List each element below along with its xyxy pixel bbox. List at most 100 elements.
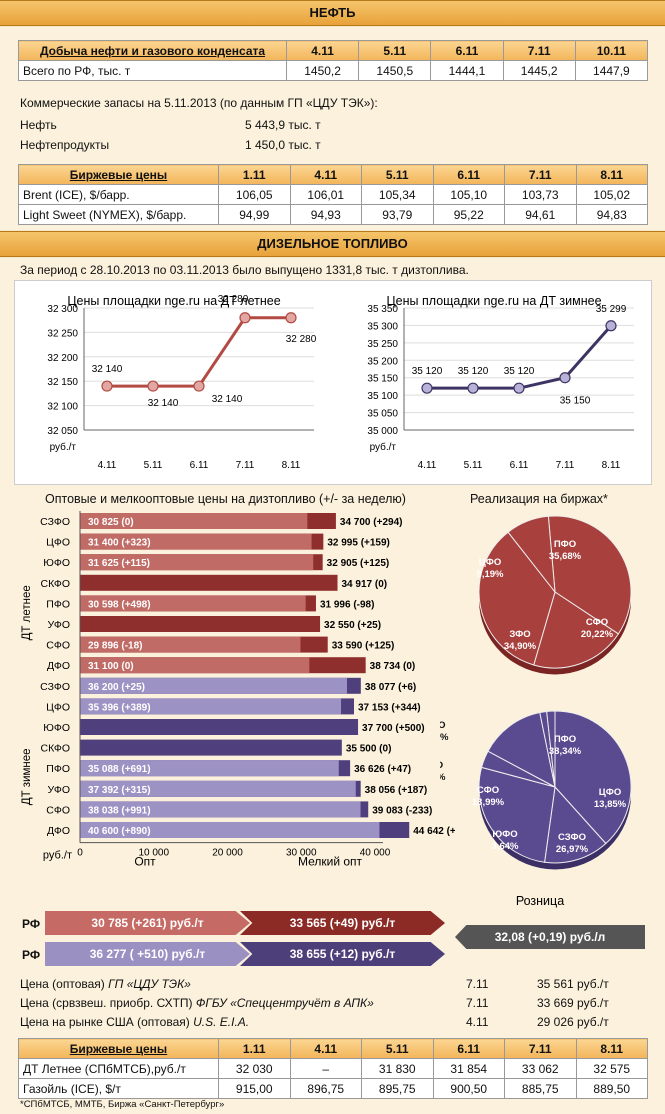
pie-slice-value: 20,22% [581, 629, 614, 640]
y-tick-label: 35 100 [367, 391, 398, 402]
diesel-exchange-cell: ДТ Летнее (СПбМТСБ),руб./т [18, 1058, 219, 1079]
small-opt-bar-label: 36 626 (+47) [354, 764, 411, 775]
data-label: 32 140 [212, 394, 243, 405]
small-opt-bar-label: 37 153 (+344) [358, 702, 421, 713]
small-opt-bar-label: 32 550 (+25) [324, 620, 381, 631]
small-opt-bar-label: 31 996 (-98) [320, 599, 374, 610]
opt-bar [80, 595, 306, 612]
pie-slice-label: ПФО [554, 734, 576, 745]
bar-category-label: ПФО [46, 763, 70, 775]
pie-slice-label: ЮФО [492, 829, 517, 840]
opt-bar [80, 554, 314, 571]
price-line-date: 7.11 [466, 977, 489, 991]
data-point [147, 380, 159, 392]
opt-bar-label: 30 598 (+498) [88, 599, 151, 610]
small-opt-bar-label: 34 917 (0) [342, 579, 388, 590]
small-opt-bar-label: 37 700 (+500) [362, 723, 425, 734]
x-tick-label: 0 [77, 848, 83, 859]
diesel-exchange-cell: 885,75 [504, 1078, 577, 1099]
diesel-exchange-cell: 32 575 [575, 1058, 648, 1079]
pie-slice-value: 1,75% [440, 732, 449, 743]
diesel-exchange-cell: 895,75 [361, 1078, 434, 1099]
opt-bar [80, 657, 310, 674]
stock-oil-value: 5 443,9 тыс. т [245, 118, 321, 132]
retail-label: Розница [516, 894, 564, 908]
data-point [239, 312, 251, 324]
opt-bar [80, 698, 342, 715]
rf-label-winter: РФ [22, 948, 41, 962]
price-line-value: 33 669 руб./т [537, 996, 609, 1010]
table-row: Всего по РФ, тыс. т 1450,2 1450,5 1444,1 144… [18, 60, 649, 81]
x-tick-label: 6.11 [190, 460, 209, 471]
x-tick-label: 20 000 [212, 848, 243, 859]
oil-exchange-cell: 93,79 [361, 204, 434, 225]
x-tick-label: 8.11 [602, 460, 621, 471]
pie-slice-value: 34,90% [504, 641, 537, 652]
x-tick-label: 40 000 [360, 848, 391, 859]
axis-unit-label: руб./т [370, 441, 397, 453]
production-cell: 5.11 [358, 40, 432, 61]
pie-slice [487, 711, 556, 788]
oil-exchange-cell: 6.11 [432, 164, 505, 185]
exchange-pie-charts: ПФО35,68%СФО20,22%ЗФО34,90%ЦФО9,19%ПФО38… [440, 515, 632, 908]
diesel-exchange-cell: 8.11 [575, 1038, 648, 1059]
small-opt-bar-label: 38 734 (0) [370, 661, 416, 672]
diesel-period: За период с 28.10.2013 по 03.11.2013 был… [20, 263, 469, 277]
opt-bar [80, 801, 361, 818]
production-cell: 4.11 [285, 40, 360, 61]
x-tick-label: 5.11 [464, 460, 483, 471]
pie-slice [507, 515, 556, 594]
table-row: Газойль (ICE), $/т 915,00 896,75 895,75 900,… [18, 1078, 648, 1099]
x-tick-label: 30 000 [286, 848, 317, 859]
winter-group-label: ДТ зимнее [21, 748, 33, 805]
pie-slice-label: СЗФО [558, 832, 586, 843]
diesel-exchange-cell: Газойль (ICE), $/т [18, 1078, 219, 1099]
opt-bar [80, 513, 308, 529]
diesel-exchange-cell: 900,50 [432, 1078, 505, 1099]
oil-exchange-cell: 105,10 [432, 184, 505, 205]
series-line [107, 316, 291, 388]
opt-bar-label: 40 600 (+890) [88, 826, 151, 837]
rf-label-summer: РФ [22, 917, 41, 931]
diesel-exchange-cell: 896,75 [289, 1078, 362, 1099]
footnote: *СПбМТСБ, ММТБ, Биржа «Санкт-Петербург» [20, 1099, 225, 1110]
small-opt-bar-label: 32 995 (+159) [327, 538, 390, 549]
bar-category-label: УФО [48, 619, 70, 631]
production-cell: 1444,1 [430, 60, 504, 81]
summer-opt-arrow: 30 785 (+261) руб./т [45, 911, 250, 935]
diesel-exchange-cell: 5.11 [361, 1038, 434, 1059]
opt-bar-label: 36 200 (+25) [88, 682, 145, 693]
bar-category-label: СЗФО [40, 681, 70, 693]
production-cell: 1450,5 [358, 60, 432, 81]
oil-header: НЕФТЬ [0, 0, 665, 26]
bar-category-label: СКФО [41, 743, 71, 755]
table-header-row: Биржевые цены 1.11 4.11 5.11 6.11 7.11 8.11 [18, 164, 648, 185]
data-label: 35 120 [504, 366, 535, 377]
pie-slice-label: ЗФО [509, 629, 530, 640]
x-tick-label: 10 000 [138, 848, 169, 859]
data-point [285, 312, 297, 324]
legend-small: Мелкий опт [298, 855, 363, 869]
oil-exchange-cell: 5.11 [361, 164, 434, 185]
chart-title: Цены площадки nge.ru на ДТ зимнее [386, 294, 601, 308]
pie-slice [554, 710, 632, 845]
production-cell: 1450,2 [285, 60, 360, 81]
small-opt-bar-label: 32 905 (+125) [327, 558, 390, 569]
data-point [513, 382, 525, 394]
data-point [193, 380, 205, 392]
diesel-exchange-cell: 31 830 [361, 1058, 434, 1079]
data-label: 32 280 [286, 334, 317, 345]
pie-slice-value: 26,97% [556, 844, 589, 855]
bar-category-label: ДФО [47, 825, 70, 837]
production-cell: 10.11 [574, 40, 649, 61]
y-tick-label: 35 250 [367, 339, 398, 350]
oil-exchange-cell: Биржевые цены [18, 164, 219, 185]
y-tick-label: 35 200 [367, 356, 398, 367]
diesel-exchange-cell: 31 854 [432, 1058, 505, 1079]
opt-bar [80, 677, 347, 694]
winter-small-arrow: 38 655 (+12) руб./т [240, 942, 445, 966]
oil-exchange-cell: 103,73 [504, 184, 577, 205]
x-tick-label: 6.11 [510, 460, 529, 471]
diesel-exchange-cell: 4.11 [289, 1038, 362, 1059]
